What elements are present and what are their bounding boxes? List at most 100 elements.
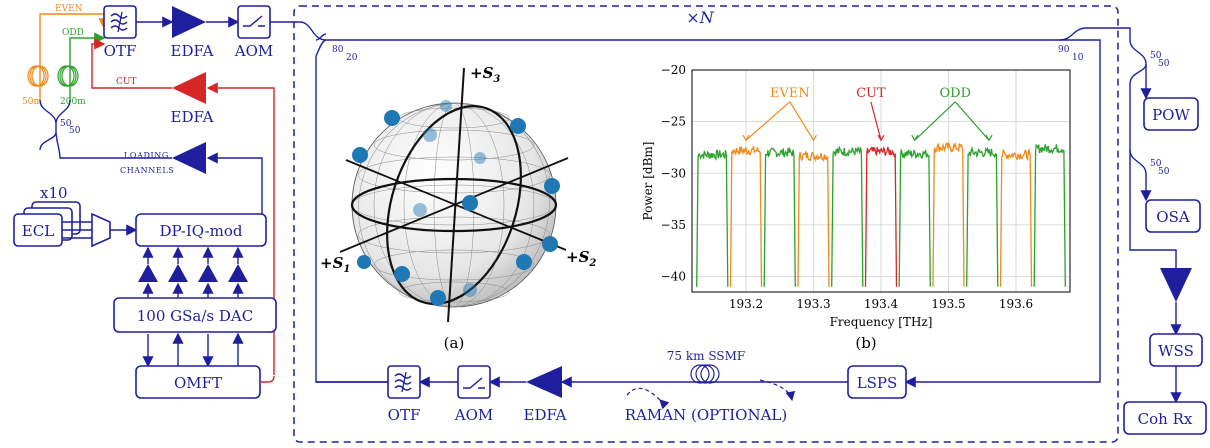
switch-icon-bottom [463,377,485,389]
channel-trace-even [999,148,1033,287]
coupler-20: 20 [346,53,358,63]
panel-b-label: (b) [855,334,876,352]
iq-to-loading [206,152,263,228]
splitter-left-top: 50 [60,119,72,129]
channel-trace-cut [864,146,898,287]
annotation-arrow [914,101,956,141]
splitter-rt2-top: 50 [1150,159,1162,169]
channel-trace-even [797,149,830,287]
splitter-left-bot: 50 [69,126,81,136]
x-tick-label: 193.4 [864,297,899,311]
panel-a-label: (a) [444,334,465,352]
x-tick-label: 193.6 [999,297,1033,311]
poincare-sphere: +S3 +S1 +S2 [320,64,596,323]
raman-arrow-left [624,387,670,410]
aom-top-label: AOM [234,42,274,60]
switch-icon [243,15,265,27]
coupler-90: 90 [1058,45,1070,55]
channel-trace-odd [696,149,729,287]
odd-label: ODD [62,28,84,38]
x-axis-label: Frequency [THz] [830,315,933,329]
annotation-arrow [954,101,990,141]
y-axis-label: Power [dBm] [641,142,655,221]
coupler-80: 80 [332,45,344,55]
channel-trace-odd [831,145,864,287]
aom-to-loop [270,21,1060,41]
edfa-red-triangle [172,72,206,104]
dac-label: 100 GSa/s DAC [137,307,253,325]
coh-rx-label: Coh Rx [1138,410,1193,428]
plot-frame [691,69,1071,293]
annotation-even: EVEN [770,86,810,101]
dp-iq-mod-box [135,213,267,247]
s1-label: +S1 [320,254,350,275]
osa-label: OSA [1156,208,1190,226]
edfa-top-triangle [172,6,206,38]
lsps-label: LSPS [857,374,898,392]
omft-red-return [206,82,275,375]
pow-label: POW [1152,106,1190,124]
annotation-arrowhead [809,134,818,142]
edfa-bottom-label: EDFA [524,406,567,424]
edfa-red-label: EDFA [171,108,214,126]
coupler-icon [91,212,111,248]
cut-path [91,38,172,89]
filter-icon-bottom [394,371,412,393]
edfa-loading-triangle [172,142,206,174]
y-tick-label: −25 [661,115,686,129]
dac-box [113,297,277,333]
splitter-50-50-left [39,99,172,159]
raman-arrow-right [759,379,796,402]
loop-right-side [904,39,1101,388]
annotation-arrowhead [742,134,750,142]
osa-box [1145,199,1201,233]
aom-bottom-label: AOM [454,406,494,424]
s2-label: +S2 [566,248,596,269]
splitter-rt2-bot: 50 [1158,167,1170,177]
ecl-label: ECL [22,222,54,240]
even-label: EVEN [55,4,83,14]
even-path [39,13,110,100]
fiber-coil-50m [27,65,49,87]
omft-label: OMFT [174,374,222,392]
splitter-rt1-bot: 50 [1158,59,1170,69]
wss-label: WSS [1158,342,1194,360]
filter-icon [110,11,128,33]
channel-trace-odd [763,146,796,287]
x-tick-label: 193.2 [729,297,763,311]
channel-trace-odd [1033,143,1066,287]
aom-bottom-box [457,365,491,399]
annotation-arrowhead [877,134,885,142]
ssmf-label: 75 km SSMF [667,349,745,363]
annotation-arrow [745,101,791,141]
dp-iq-mod-label: DP-IQ-mod [159,222,242,240]
channel-trace-odd [898,149,931,287]
x-tick-label: 193.5 [931,297,965,311]
spectrum-chart: 193.2 193.3 193.4 193.5 193.6 −20 −25 −30 −35 −40… [641,63,1071,329]
coh-rx-box [1123,401,1207,435]
odd-path [69,32,106,100]
channel-trace-even [729,146,763,287]
edfa-bottom-triangle [526,366,562,398]
annotation-arrowhead [911,134,919,142]
annotation-arrow [870,101,882,141]
driver-amplifiers [138,264,248,282]
annotation-cut: CUT [856,86,886,101]
annotation-arrowhead [985,134,993,142]
otf-top-label: OTF [104,42,137,60]
ssmf-coil-icon [690,364,720,384]
edfa-rx-triangle [1160,268,1192,302]
raman-label: RAMAN (OPTIONAL) [625,406,787,424]
loop-count-label: ×N [686,8,714,27]
x-tick-label: 193.3 [796,297,830,311]
coil-200m-label: 200m [60,97,86,107]
loop-boundary [293,5,1119,443]
loading-label-2: CHANNELS [120,166,174,175]
edfa-top-label: EDFA [171,42,214,60]
pow-box [1143,97,1199,131]
ecl-lines [62,221,92,239]
channel-trace-even [932,141,965,287]
channel-trace-odd [966,145,999,287]
y-tick-label: −35 [661,218,686,232]
